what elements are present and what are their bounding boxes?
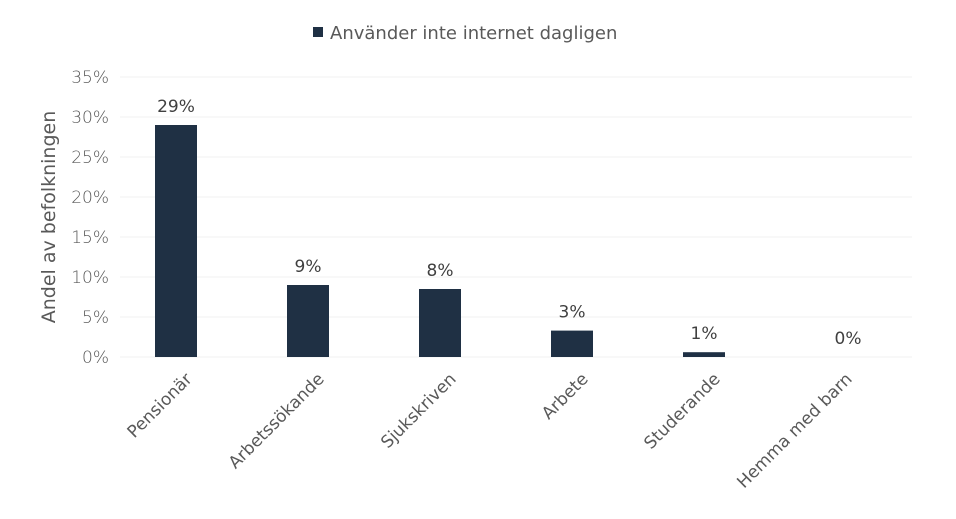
y-tick-label: 20%	[71, 188, 109, 208]
bar	[419, 289, 461, 357]
bar	[551, 330, 593, 357]
y-axis-title: Andel av befolkningen	[38, 111, 60, 324]
data-label: 0%	[835, 329, 862, 349]
y-tick-label: 30%	[71, 108, 109, 128]
bar	[155, 125, 197, 357]
data-label: 9%	[295, 257, 322, 277]
y-tick-label: 15%	[71, 228, 109, 248]
y-tick-label: 25%	[71, 148, 109, 168]
data-label: 8%	[427, 261, 454, 281]
data-labels: 29% 9% 8% 3% 1% 0%	[157, 97, 861, 349]
bar	[287, 285, 329, 357]
legend-label: Använder inte internet dagligen	[330, 23, 617, 44]
bars	[155, 125, 725, 357]
y-tick-label: 5%	[82, 308, 109, 328]
legend-swatch	[313, 27, 323, 37]
gridlines	[120, 76, 912, 358]
y-axis-ticks: 0% 5% 10% 15% 20% 25% 30% 35%	[71, 68, 109, 368]
x-tick-label: Arbetssökande	[225, 369, 329, 473]
y-tick-label: 35%	[71, 68, 109, 88]
x-tick-label: Studerande	[640, 369, 724, 453]
x-tick-label: Hemma med barn	[733, 369, 856, 492]
x-tick-label: Sjukskriven	[377, 369, 460, 452]
y-tick-label: 10%	[71, 268, 109, 288]
x-tick-label: Pensionär	[124, 369, 197, 442]
data-label: 1%	[691, 324, 718, 344]
x-axis-labels: Pensionär Arbetssökande Sjukskriven Arbete S…	[124, 369, 857, 492]
y-tick-label: 0%	[82, 348, 109, 368]
bar	[683, 352, 725, 357]
data-label: 29%	[157, 97, 195, 117]
data-label: 3%	[559, 303, 586, 323]
legend: Använder inte internet dagligen	[313, 23, 617, 44]
x-tick-label: Arbete	[538, 369, 592, 423]
